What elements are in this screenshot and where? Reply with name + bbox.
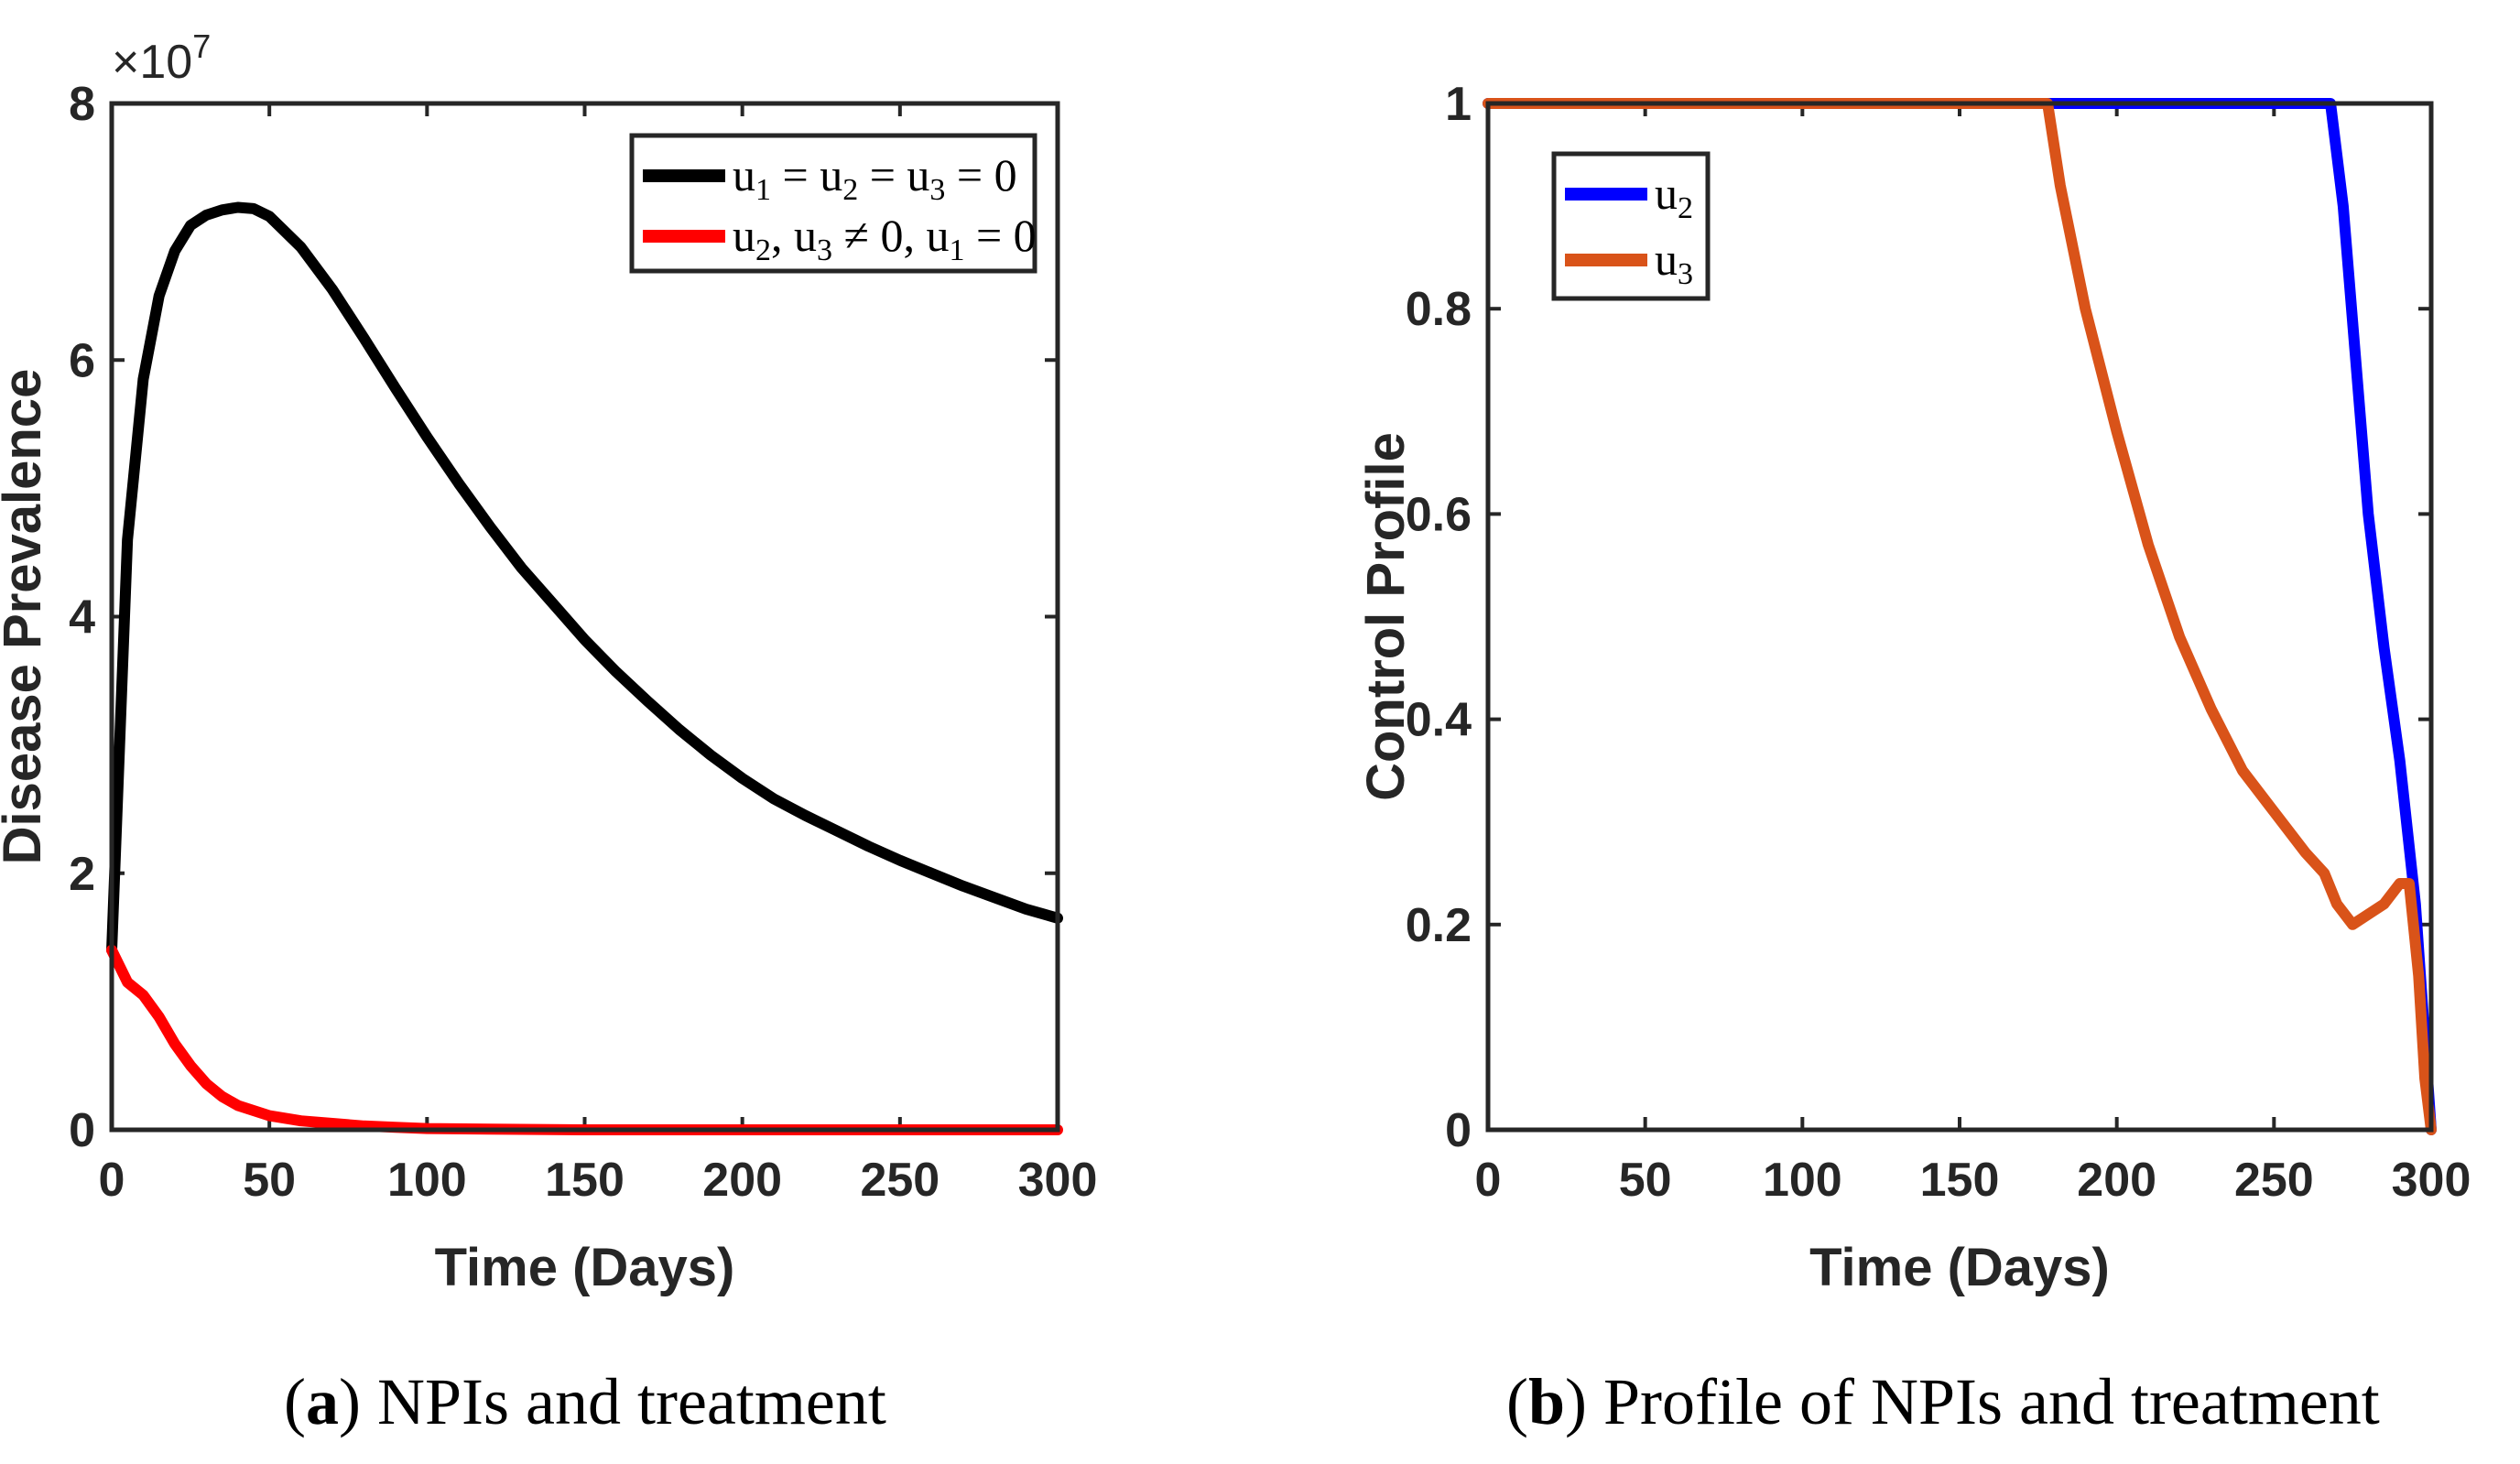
y-tick-label: 6: [69, 334, 95, 387]
x-tick-label: 100: [1763, 1154, 1842, 1207]
y-tick-label: 0: [69, 1104, 95, 1157]
y-tick-label: 8: [69, 78, 95, 131]
x-tick-label: 0: [1475, 1154, 1502, 1207]
y-tick-label: 4: [69, 591, 95, 645]
series-line-1: [106, 201, 1063, 956]
y-axis-label: Control Profile: [1356, 432, 1416, 801]
x-tick-label: 250: [2234, 1154, 2314, 1207]
x-tick-label: 150: [1920, 1154, 2000, 1207]
x-axis-label: Time (Days): [435, 1238, 735, 1297]
y-axis-label: Disease Prevalence: [0, 369, 52, 865]
series-line-2: [106, 944, 1063, 1135]
x-tick-label: 200: [702, 1154, 782, 1207]
x-tick-label: 300: [1018, 1154, 1098, 1207]
plot-frame: [1485, 101, 2434, 1133]
plot-frame: [109, 101, 1060, 1133]
x-tick-label: 0: [99, 1154, 125, 1207]
caption-panel-a-letter: a: [305, 1365, 339, 1438]
caption-panel-b-text: Profile of NPIs and treatment: [1603, 1365, 2380, 1438]
legend-label-2: u3: [1655, 233, 1693, 291]
y-tick-label: 0: [1445, 1104, 1472, 1157]
legend-label-2: u2, u3 ≠ 0, u1 = 0: [733, 210, 1037, 267]
x-tick-label: 100: [387, 1154, 467, 1207]
caption-panel-b-letter: b: [1527, 1365, 1566, 1438]
y-tick-label: 2: [69, 848, 95, 901]
y-axis-multiplier: ×107: [112, 27, 211, 89]
caption-panel-a: (a) NPIs and treatment: [284, 1365, 886, 1438]
legend-box: [1551, 151, 1711, 301]
legend-box: [629, 133, 1037, 274]
x-tick-label: 50: [1619, 1154, 1672, 1207]
y-tick-label: 0.8: [1406, 283, 1472, 336]
y-tick-label: 1: [1445, 78, 1472, 131]
y-tick-label: 0.6: [1406, 488, 1472, 541]
panel-a-chart: 0 50 100 150 200 250 300 0 2 4 6 8 Time (Days) Diseas…: [0, 27, 1097, 1297]
x-tick-label: 300: [2392, 1154, 2471, 1207]
y-tick-label: 0.4: [1406, 694, 1472, 747]
caption-panel-b: (b) Profile of NPIs and treatment: [1506, 1365, 2380, 1438]
x-tick-label: 150: [545, 1154, 625, 1207]
legend-label-1: u1 = u2 = u3 = 0: [733, 149, 1017, 207]
caption-panel-a-text: NPIs and treatment: [376, 1365, 886, 1438]
x-tick-label: 200: [2077, 1154, 2156, 1207]
x-tick-label: 50: [243, 1154, 296, 1207]
x-axis-label: Time (Days): [1809, 1238, 2110, 1297]
x-tick-label: 250: [860, 1154, 940, 1207]
legend-label-1: u2: [1655, 168, 1693, 225]
panel-b-chart: 0 50 100 150 200 250 300 0 0.2 0.4 0.6 0.8 1 Time (Da…: [1356, 78, 2471, 1297]
y-tick-label: 0.2: [1406, 899, 1472, 952]
